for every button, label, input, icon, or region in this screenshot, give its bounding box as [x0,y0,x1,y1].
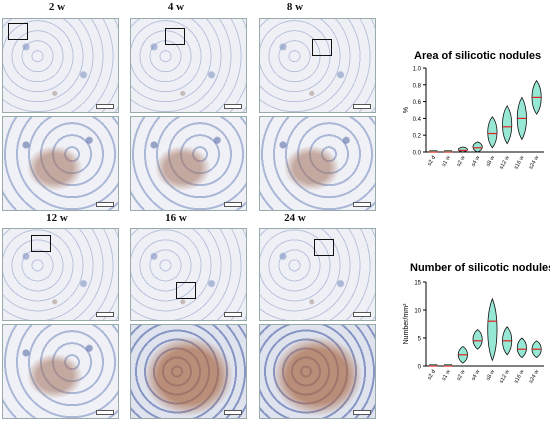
micrograph-12w-low [2,228,119,321]
y-tick-label: 0.8 [413,83,422,89]
inset-box [312,39,332,56]
micrograph-24w-low [259,228,376,321]
y-tick-label: 0.0 [413,151,422,157]
scale-bar [353,202,371,207]
micrograph-16w-high [130,324,247,419]
micrograph-8w-low [259,18,376,113]
x-tick-label: s4 w [471,369,482,382]
scale-bar [96,312,114,317]
y-axis-label: Number/mm² [403,303,410,345]
violin-s12w [502,105,513,145]
micrograph-12w-high [2,324,119,419]
inset-box [31,235,51,252]
inset-box [176,282,196,299]
scale-bar [224,104,242,109]
y-tick-label: 0.4 [413,117,422,123]
y-tick-label: 15 [414,281,421,287]
inset-box [314,239,334,256]
x-tick-label: s2 d [427,155,437,167]
micrograph-4w-low [130,18,247,113]
scale-bar [353,410,371,415]
y-tick-label: 5 [418,337,422,343]
x-tick-label: s2 w [456,155,467,168]
violin-s2w [457,146,468,153]
x-tick-label: s2 w [456,369,467,382]
x-tick-label: s24 w [528,155,540,170]
panel-title-8w: 8 w [286,1,304,13]
scale-bar [224,410,242,415]
violin-s8w [487,297,498,362]
x-tick-label: s24 w [528,369,540,384]
x-tick-label: s4 w [471,155,482,168]
violin-s16w [516,337,527,359]
y-tick-label: 0 [418,365,422,371]
scale-bar [353,104,371,109]
micrograph-8w-high [259,116,376,211]
scale-bar [353,312,371,317]
scale-bar [224,312,242,317]
y-tick-label: 10 [414,309,421,315]
panel-title-24w: 24 w [284,212,306,224]
y-tick-label: 0.2 [413,134,422,140]
panel-title-4w: 4 w [167,1,185,13]
x-tick-label: s1 w [441,155,452,168]
y-tick-label: 0.6 [413,100,422,106]
x-tick-label: s16 w [513,369,525,384]
x-tick-label: s12 w [498,369,510,384]
violin-s8w [487,116,498,149]
panel-title-16w: 16 w [165,212,187,224]
x-tick-label: s2 d [427,369,437,381]
panel-title-2w: 2 w [48,1,66,13]
micrograph-2w-low [2,18,119,113]
micrograph-2w-high [2,116,119,211]
x-tick-label: s12 w [498,155,510,170]
scale-bar [224,202,242,207]
violin-s4w [472,141,483,153]
x-tick-label: s8 w [485,369,496,382]
micrograph-24w-high [259,324,376,419]
inset-box [8,23,28,40]
scale-bar [96,202,114,207]
x-tick-label: s8 w [485,155,496,168]
chart-title-number: Number of silicotic nodules [410,262,550,274]
panel-title-12w: 12 w [46,212,68,224]
violin-s4w [472,329,483,350]
micrograph-16w-low [130,228,247,321]
x-tick-label: s1 w [441,369,452,382]
x-tick-label: s16 w [513,155,525,170]
y-axis-label: % [403,107,410,113]
scale-bar [96,410,114,415]
scale-bar [96,104,114,109]
y-tick-label: 1.0 [413,67,422,73]
inset-box [165,28,185,45]
micrograph-4w-high [130,116,247,211]
chart-number-of-nodules: 0 5 10 15 Number/mm² s2 d s1 w s2 w s4 w s8 w s12 … [403,281,544,384]
chart-title-area: Area of silicotic nodules [414,50,542,62]
